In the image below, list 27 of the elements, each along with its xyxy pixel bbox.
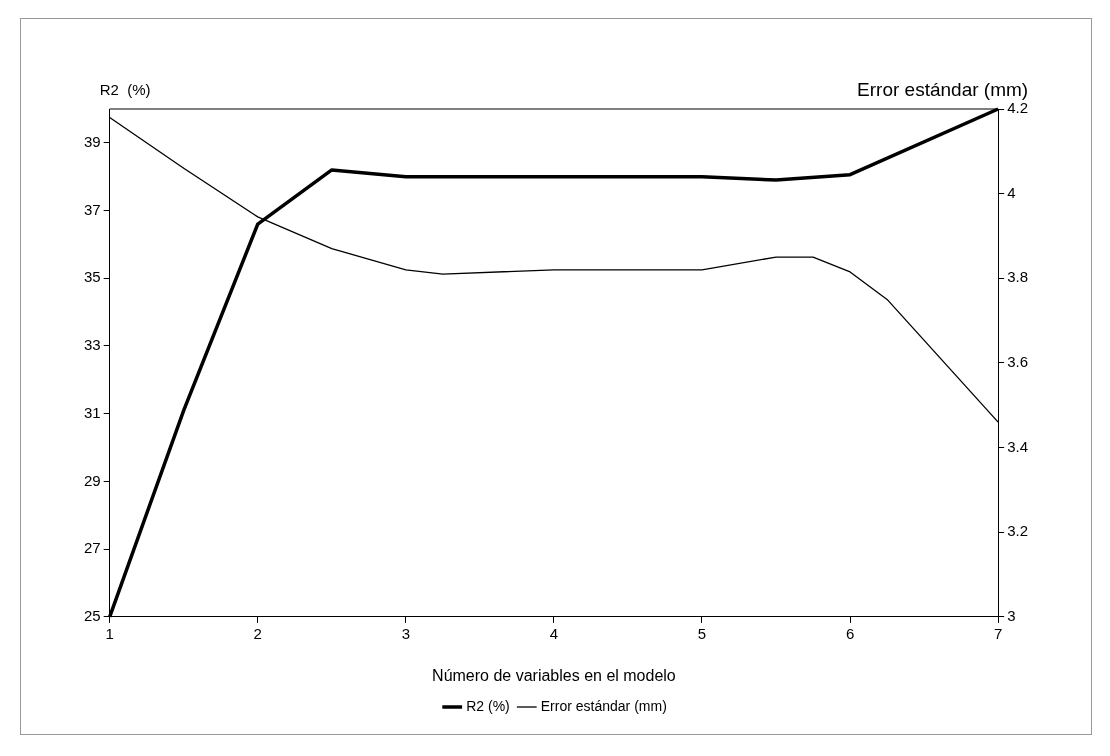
x-tick-label: 5 bbox=[697, 624, 707, 642]
y2-tick-label: 3.4 bbox=[1007, 437, 1029, 455]
y2-tick-label: 3.2 bbox=[1007, 522, 1029, 540]
y-tick-label: 31 bbox=[84, 403, 101, 421]
legend-label: R2 (%) bbox=[466, 697, 510, 714]
y2-tick-label: 4.2 bbox=[1007, 99, 1029, 117]
y2-tick-label: 3 bbox=[1007, 606, 1016, 624]
y-tick-label: 33 bbox=[84, 336, 101, 354]
x-tick-label: 4 bbox=[549, 624, 559, 642]
y-tick-label: 35 bbox=[84, 268, 101, 286]
x-tick-label: 3 bbox=[401, 624, 411, 642]
y-tick-label: 27 bbox=[84, 539, 101, 557]
y2-axis-title: Error estándar (mm) bbox=[857, 79, 1029, 101]
x-axis-title: Número de variables en el modelo bbox=[432, 666, 676, 684]
x-tick-label: 2 bbox=[253, 624, 262, 642]
y2-tick-label: 3.6 bbox=[1007, 353, 1029, 371]
x-tick-label: 6 bbox=[845, 624, 855, 642]
x-tick-label: 1 bbox=[105, 624, 114, 642]
y-tick-label: 29 bbox=[84, 471, 101, 489]
y-axis-title: R2 (%) bbox=[99, 81, 151, 99]
y-tick-label: 37 bbox=[84, 200, 101, 218]
y2-tick-label: 4 bbox=[1007, 183, 1016, 201]
y-tick-label: 39 bbox=[84, 132, 101, 150]
y-tick-label: 25 bbox=[84, 606, 101, 624]
y2-tick-label: 3.8 bbox=[1007, 268, 1029, 286]
legend-label: Error estándar (mm) bbox=[540, 697, 667, 714]
x-tick-label: 7 bbox=[993, 624, 1003, 642]
